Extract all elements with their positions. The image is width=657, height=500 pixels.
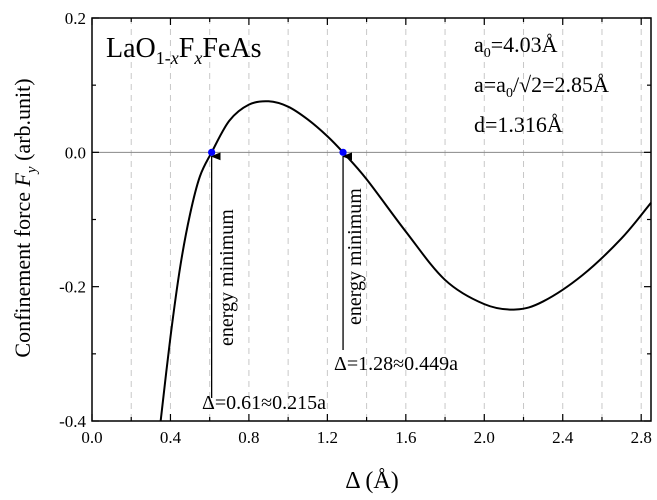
minimum-point [208, 148, 216, 156]
param-d: d=1.316Å [474, 112, 563, 137]
minimum-point [339, 148, 347, 156]
x-tick-labels: 0.0 0.4 0.8 1.2 1.6 2.0 2.4 2.8 [81, 428, 651, 447]
annotation-value-1: Δ=0.61≈0.215a [202, 392, 326, 414]
force-curve [159, 100, 652, 422]
y-tick-labels: -0.4 -0.2 0.0 0.2 [59, 9, 86, 431]
y-tick-label: -0.4 [59, 412, 86, 431]
axis-ticks [91, 17, 651, 422]
annotation-label-2: energy minimum [344, 188, 366, 325]
annotation-label-1: energy minimum [216, 209, 238, 346]
annotation-arrows [210, 152, 353, 398]
x-tick-label: 1.6 [395, 428, 416, 447]
x-tick-label: 0.4 [160, 428, 182, 447]
x-axis-title: Δ (Å) [345, 468, 398, 494]
param-a0: a0=4.03Å [474, 32, 558, 61]
x-tick-label: 1.2 [317, 428, 338, 447]
x-tick-label: 0.0 [81, 428, 102, 447]
chart-title: LaO1-xFxFeAs [106, 33, 261, 68]
x-tick-label: 0.8 [238, 428, 259, 447]
y-tick-label: 0.0 [65, 143, 86, 162]
x-tick-label: 2.4 [552, 428, 574, 447]
param-a: a=a0/√2=2.85Å [474, 72, 609, 101]
y-tick-label: -0.2 [59, 278, 86, 297]
y-tick-label: 0.2 [65, 9, 86, 28]
annotation-value-2: Δ=1.28≈0.449a [334, 353, 458, 375]
y-axis-title: Confinement force Fy (arb.unit) [10, 78, 40, 357]
x-tick-label: 2.8 [631, 428, 652, 447]
data-points [208, 148, 347, 156]
x-tick-label: 2.0 [474, 428, 495, 447]
grid [130, 18, 642, 421]
